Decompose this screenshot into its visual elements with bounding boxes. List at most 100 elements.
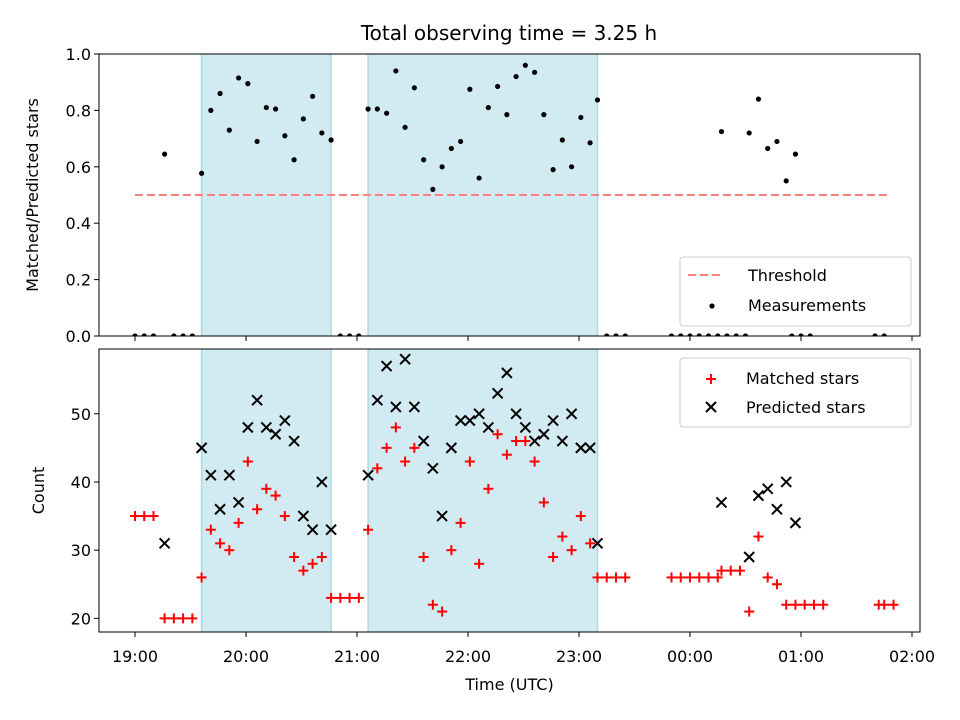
x-tick-label: 20:00	[223, 647, 269, 666]
x-tick-label: 22:00	[445, 647, 491, 666]
predicted-star-marker	[565, 408, 578, 420]
measurement-point	[254, 138, 260, 145]
predicted-star-d2	[591, 537, 604, 550]
predicted-star-d2	[445, 442, 458, 454]
predicted-star-marker	[780, 476, 792, 488]
predicted-star-d2	[279, 414, 291, 427]
predicted-star-marker	[510, 408, 522, 420]
x-tick-label: 01:00	[778, 647, 824, 666]
predicted-star-d2	[565, 408, 578, 420]
matched-star-marker	[799, 599, 810, 610]
axes-frame	[98, 348, 921, 633]
matched-star-marker	[400, 456, 411, 467]
x-axis-label: Time (UTC)	[464, 675, 553, 694]
predicted-star-marker	[771, 503, 783, 515]
matched-star-marker	[520, 436, 531, 447]
predicted-star-marker	[390, 401, 402, 413]
measurement-point	[421, 157, 427, 163]
measurement-point	[141, 333, 147, 336]
plot-area	[132, 54, 890, 336]
matched-star-marker	[409, 442, 420, 453]
matched-star-marker	[666, 572, 677, 583]
count-panel: 20 30 40 50 19:00 20:00 21:00 22:00 23:00 00:00 01…	[29, 348, 935, 694]
predicted-star-d2	[761, 483, 774, 495]
matched-star-marker	[363, 524, 374, 535]
predicted-star-d2	[251, 394, 263, 406]
y-axis-label: Count	[29, 467, 48, 515]
chart-title: Total observing time = 3.25 h	[360, 21, 657, 45]
predicted-star-d2	[408, 401, 421, 413]
predicted-star-marker	[288, 435, 300, 447]
matched-star-marker	[744, 606, 755, 617]
predicted-star-d2	[482, 421, 495, 434]
matched-star-marker	[252, 504, 263, 515]
measurement-point	[792, 151, 799, 157]
ratio-panel: 0.0 0.2 0.4 0.6 0.8 1.0 Matched/Predicted star…	[23, 45, 921, 346]
predicted-star-d2	[325, 524, 337, 536]
measurement-point	[678, 333, 684, 336]
measurement-point	[448, 145, 454, 152]
predicted-star-marker	[158, 537, 171, 550]
matched-star-marker	[224, 545, 235, 556]
legend: Threshold Measurements	[679, 256, 912, 327]
matched-star-marker	[694, 572, 705, 583]
legend-predicted-label: Predicted stars	[746, 398, 866, 417]
predicted-star-d2	[316, 476, 328, 488]
matched-star-marker	[501, 449, 512, 460]
measurement-point	[578, 114, 584, 121]
measurement-point	[550, 167, 556, 173]
matched-star-marker	[139, 511, 150, 522]
measurement-point	[495, 83, 501, 90]
predicted-star-d2	[436, 510, 448, 522]
x-tick-label: 00:00	[667, 647, 713, 666]
legend-matched-label: Matched stars	[746, 369, 859, 388]
y-tick-label: 40	[71, 473, 91, 492]
measurement-point	[872, 333, 878, 336]
measurement-point	[199, 170, 205, 176]
predicted-star-d2	[556, 435, 569, 447]
measurement-point	[783, 178, 789, 184]
measurement-point	[604, 333, 610, 336]
matched-star-marker	[427, 599, 438, 610]
matched-star-marker	[675, 572, 686, 583]
matched-star-marker	[620, 572, 631, 583]
measurement-point	[328, 137, 334, 143]
measurement-point	[807, 333, 813, 336]
matched-star-marker	[753, 531, 764, 542]
legend-measurement-label: Measurements	[748, 296, 866, 315]
predicted-star-marker	[528, 435, 541, 447]
predicted-star-marker	[297, 510, 310, 522]
matched-star-marker	[344, 592, 355, 603]
measurement-point	[705, 333, 712, 336]
predicted-star-marker	[417, 435, 430, 447]
measurement-point	[559, 137, 565, 143]
matched-star-marker	[592, 572, 603, 583]
predicted-star-marker	[371, 394, 384, 406]
predicted-star-d2	[789, 517, 802, 529]
predicted-star-d2	[399, 353, 411, 365]
predicted-star-d2	[538, 428, 550, 440]
measurement-point	[789, 333, 795, 336]
matched-star-marker	[703, 572, 714, 583]
predicted-star-marker	[316, 476, 328, 488]
predicted-star-marker	[464, 414, 476, 427]
matched-star-marker	[529, 456, 540, 467]
x-tick-label: 02:00	[889, 647, 935, 666]
measurement-point	[411, 85, 417, 91]
predicted-star-marker	[715, 496, 728, 509]
measurement-point	[393, 68, 399, 74]
measurement-point	[245, 81, 251, 87]
predicted-star-d2	[362, 469, 374, 481]
predicted-star-d2	[780, 476, 792, 488]
predicted-star-marker	[362, 469, 374, 481]
predicted-star-marker	[195, 442, 208, 454]
measurement-point	[622, 333, 628, 336]
matched-star-marker	[511, 436, 522, 447]
predicted-star-d2	[232, 496, 245, 509]
matched-star-marker	[418, 551, 429, 562]
predicted-star-d2	[771, 503, 783, 515]
measurement-point	[300, 116, 306, 122]
matched-star-marker	[712, 572, 723, 583]
predicted-star-d2	[528, 435, 541, 447]
